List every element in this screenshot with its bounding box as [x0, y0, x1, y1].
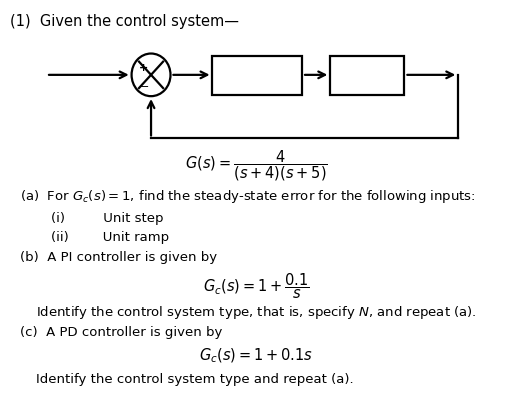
- Text: Identify the control system type, that is, specify $N$, and repeat (a).: Identify the control system type, that i…: [36, 303, 477, 320]
- Text: (1)  Given the control system—: (1) Given the control system—: [10, 14, 239, 29]
- Text: (a)  For $G_c(s) = 1$, find the steady-state error for the following inputs:: (a) For $G_c(s) = 1$, find the steady-st…: [20, 188, 476, 205]
- Text: $G_c(s) = 1 + 0.1s$: $G_c(s) = 1 + 0.1s$: [199, 346, 313, 364]
- Text: +: +: [139, 63, 148, 73]
- Text: $G_c(s) = 1 + \dfrac{0.1}{s}$: $G_c(s) = 1 + \dfrac{0.1}{s}$: [203, 271, 309, 300]
- FancyBboxPatch shape: [212, 57, 302, 96]
- Text: $G(s) = \dfrac{4}{(s+4)(s+5)}$: $G(s) = \dfrac{4}{(s+4)(s+5)}$: [184, 148, 328, 183]
- FancyBboxPatch shape: [330, 57, 404, 96]
- Text: (i)         Unit step: (i) Unit step: [51, 211, 164, 224]
- Text: (c)  A PD controller is given by: (c) A PD controller is given by: [20, 326, 223, 339]
- Text: $-$: $-$: [139, 80, 148, 90]
- Text: (b)  A PI controller is given by: (b) A PI controller is given by: [20, 250, 218, 263]
- Text: Identify the control system type and repeat (a).: Identify the control system type and rep…: [36, 372, 353, 385]
- Text: $G(s)$: $G(s)$: [352, 68, 383, 85]
- Text: $G_c(s)$: $G_c(s)$: [239, 67, 276, 86]
- Text: (ii)        Unit ramp: (ii) Unit ramp: [51, 231, 169, 244]
